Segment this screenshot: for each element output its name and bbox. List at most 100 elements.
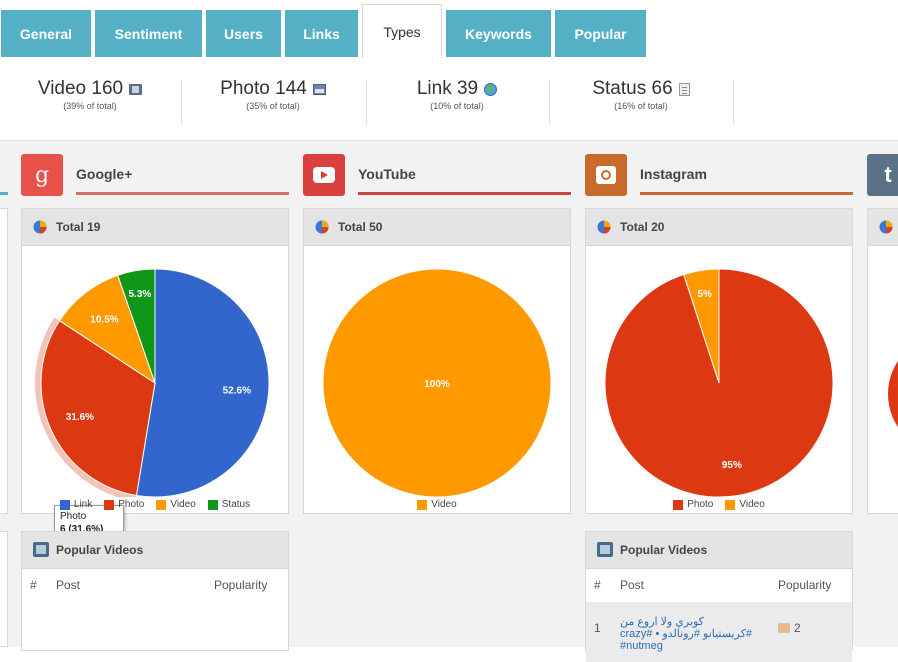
film-icon xyxy=(597,542,613,557)
stat-video-share: (39% of total) xyxy=(63,101,117,111)
legend-item-link[interactable]: Link xyxy=(59,499,93,510)
legend-label: Status xyxy=(221,499,251,510)
col-header-post: Post xyxy=(620,578,645,592)
tab-bar: General Sentiment Users Links Types Keyw… xyxy=(0,0,898,59)
stat-photo-label: Photo 144 xyxy=(220,78,307,99)
legend-label: Video xyxy=(170,499,196,510)
panel-title: Total 50 xyxy=(338,220,383,234)
chart-legend: Link Photo Video Status xyxy=(22,499,288,510)
table-row: 1 كوبري ولا اروع من #كريستيانو #رونالدو … xyxy=(586,602,852,662)
legend-item-video[interactable]: Video xyxy=(417,499,457,510)
thumbs-up-icon xyxy=(778,623,790,633)
panel-title: Total 20 xyxy=(620,220,665,234)
tab-types[interactable]: Types xyxy=(362,4,442,58)
panel-header: Total 19 xyxy=(22,209,288,246)
col-header-popularity: Popularity xyxy=(778,578,832,592)
tab-sentiment[interactable]: Sentiment xyxy=(95,10,202,57)
panel-title: Popular Videos xyxy=(620,543,708,557)
legend-label: Video xyxy=(739,499,765,510)
network-underline xyxy=(640,192,853,195)
pie-slice-label: 95% xyxy=(722,460,742,471)
pie-slice-video[interactable] xyxy=(322,268,552,497)
film-icon xyxy=(129,83,143,95)
popularity-value: 2 xyxy=(778,621,801,635)
stat-status-share: (16% of total) xyxy=(614,101,668,111)
pie-chart-icon xyxy=(597,220,611,234)
pie-slice-photo[interactable] xyxy=(604,268,834,497)
legend-item-photo[interactable]: Photo xyxy=(104,499,144,510)
panel-title: Popular Videos xyxy=(56,543,144,557)
pie-chart-icon xyxy=(33,220,47,234)
stat-video: Video 160 (39% of total) xyxy=(0,78,180,111)
pie-slice-photo[interactable] xyxy=(40,320,156,497)
tooltip-value: 6 (31.6%) xyxy=(60,524,104,535)
legend-item-video[interactable]: Video xyxy=(156,499,196,510)
googleplus-types-panel: Total 19 52.6% 31.6% 10.5% 5.3% Photo 6 (31… xyxy=(21,208,289,541)
film-icon xyxy=(33,542,49,557)
stat-divider xyxy=(549,80,550,125)
legend-item-photo[interactable]: Photo xyxy=(673,499,713,510)
tab-users[interactable]: Users xyxy=(206,10,281,57)
instagram-icon xyxy=(585,154,627,196)
tab-general[interactable]: General xyxy=(1,10,91,57)
panel-header: Total 50 xyxy=(304,209,570,246)
tumblr-types-panel xyxy=(867,208,898,514)
legend-item-video[interactable]: Video xyxy=(725,499,765,510)
googleplus-icon: g xyxy=(21,154,63,196)
legend-label: Link xyxy=(73,499,93,510)
pie-slice-label: 52.6% xyxy=(223,386,251,397)
stat-link: Link 39 (10% of total) xyxy=(367,78,547,111)
col-header-post: Post xyxy=(56,578,81,592)
pie-slice-video[interactable] xyxy=(683,268,720,384)
popularity-count: 2 xyxy=(794,621,801,635)
network-name: YouTube xyxy=(358,166,416,182)
tab-popular[interactable]: Popular xyxy=(555,10,646,57)
legend-label: Photo xyxy=(687,499,714,510)
stat-divider xyxy=(366,80,367,125)
network-header-youtube: YouTube xyxy=(303,154,571,196)
tumblr-glyph: t xyxy=(884,162,892,187)
tumblr-pie-partial xyxy=(888,334,898,454)
chart-legend: Video xyxy=(304,499,570,510)
stat-link-share: (10% of total) xyxy=(430,101,484,111)
pie-slice-label: 100% xyxy=(424,379,450,390)
pie-slice-video[interactable] xyxy=(58,274,156,385)
tab-keywords[interactable]: Keywords xyxy=(446,10,551,57)
pie-slice-highlight xyxy=(35,317,137,497)
instagram-popular-videos-panel: Popular Videos # Post Popularity 1 كوبري… xyxy=(585,531,853,662)
googleplus-popular-videos-panel: Popular Videos # Post Popularity xyxy=(21,531,289,651)
tab-links[interactable]: Links xyxy=(285,10,358,57)
network-name: Instagram xyxy=(640,166,707,182)
youtube-pie-chart[interactable]: 100% xyxy=(304,247,570,497)
network-underline xyxy=(358,192,571,195)
instagram-pie-chart[interactable]: 95% 5% xyxy=(586,247,852,497)
pie-slice-label: 5.3% xyxy=(128,289,151,300)
tumblr-icon: t xyxy=(867,154,898,196)
network-header-googleplus: g Google+ xyxy=(21,154,289,196)
panel-header: Popular Videos xyxy=(22,532,288,569)
legend-item-status[interactable]: Status xyxy=(207,499,251,510)
stat-status-label: Status 66 xyxy=(592,78,673,99)
youtube-types-panel: Total 50 100% Video xyxy=(303,208,571,514)
panel-header: Popular Videos xyxy=(586,532,852,569)
network-name: Google+ xyxy=(76,166,133,182)
stat-divider xyxy=(733,80,734,125)
pie-slice-link[interactable] xyxy=(135,268,270,497)
stat-photo: Photo 144 (35% of total) xyxy=(183,78,363,111)
youtube-icon xyxy=(303,154,345,196)
legend-label: Photo xyxy=(118,499,145,510)
panel-title: Total 19 xyxy=(56,220,101,234)
stat-video-label: Video 160 xyxy=(37,78,124,99)
col-header-number: # xyxy=(30,578,37,592)
instagram-types-panel: Total 20 95% 5% Photo Video xyxy=(585,208,853,514)
pie-slice-status[interactable] xyxy=(117,268,156,384)
pie-chart-icon xyxy=(879,220,893,234)
pie-slice-label: 31.6% xyxy=(66,412,94,423)
chart-legend: Photo Video xyxy=(586,499,852,510)
network-underline xyxy=(76,192,289,195)
panel-header xyxy=(868,209,898,246)
network-header-instagram: Instagram xyxy=(585,154,853,196)
type-stats-bar: Video 160 (39% of total) Photo 144 (35% … xyxy=(0,58,898,141)
googleplus-pie-chart[interactable]: 52.6% 31.6% 10.5% 5.3% xyxy=(22,247,288,497)
prev-network-underline xyxy=(0,192,8,195)
